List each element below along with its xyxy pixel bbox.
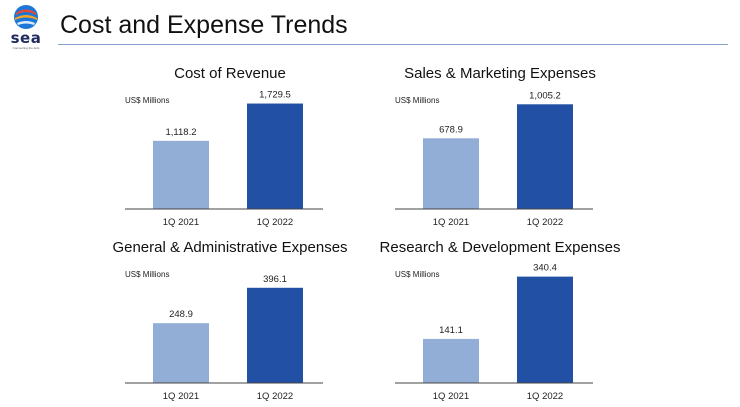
sea-logo: sea Connecting the dots [6,4,46,50]
category-label: 1Q 2022 [257,217,293,228]
slide-header: sea Connecting the dots Cost and Expense… [0,0,740,50]
chart-svg: Sales & Marketing Expenses US$ Millions 67… [395,65,596,228]
bar-2021 [423,138,479,209]
category-label: 1Q 2022 [257,391,293,402]
title-divider [58,44,728,45]
chart-research-development: Research & Development Expenses US$ Milli… [370,232,630,407]
data-label: 1,118.2 [166,127,197,138]
chart-cost-of-revenue: Cost of Revenue US$ Millions 1,118.2 1Q 202… [100,58,360,233]
category-label: 1Q 2022 [527,391,563,402]
y-axis-unit-label: US$ Millions [395,270,439,279]
data-label: 678.9 [439,124,463,135]
data-label: 1,729.5 [259,90,291,101]
bar-2022 [247,103,303,209]
category-label: 1Q 2021 [163,217,199,228]
y-axis-unit-label: US$ Millions [395,96,439,105]
y-axis-unit-label: US$ Millions [125,270,169,279]
data-label: 141.1 [439,325,463,336]
sea-logo-icon [14,5,38,29]
chart-title: Cost of Revenue [174,65,286,82]
chart-title: Research & Development Expenses [380,239,621,256]
category-label: 1Q 2022 [527,217,563,228]
category-label: 1Q 2021 [163,391,199,402]
chart-svg: Cost of Revenue US$ Millions 1,118.2 1Q 202… [125,65,323,228]
y-axis-unit-label: US$ Millions [125,96,169,105]
category-label: 1Q 2021 [433,217,469,228]
category-label: 1Q 2021 [433,391,469,402]
data-label: 396.1 [263,274,287,285]
bar-2021 [153,323,209,383]
chart-svg: Research & Development Expenses US$ Milli… [380,239,621,402]
bar-2021 [423,338,479,383]
data-label: 340.4 [533,263,557,274]
chart-svg: General & Administrative Expenses US$ Mil… [112,239,347,402]
bar-2022 [247,287,303,383]
bar-2022 [517,276,573,383]
logo-tagline: Connecting the dots [12,46,40,50]
logo-wordmark: sea [10,29,42,47]
data-label: 1,005.2 [529,90,561,101]
chart-general-administrative: General & Administrative Expenses US$ Mil… [100,232,360,407]
bar-2022 [517,104,573,209]
data-label: 248.9 [169,309,193,320]
chart-title: Sales & Marketing Expenses [404,65,596,82]
chart-sales-marketing: Sales & Marketing Expenses US$ Millions 67… [370,58,630,233]
bar-2021 [153,140,209,209]
chart-title: General & Administrative Expenses [112,239,347,256]
page-title: Cost and Expense Trends [60,11,348,39]
